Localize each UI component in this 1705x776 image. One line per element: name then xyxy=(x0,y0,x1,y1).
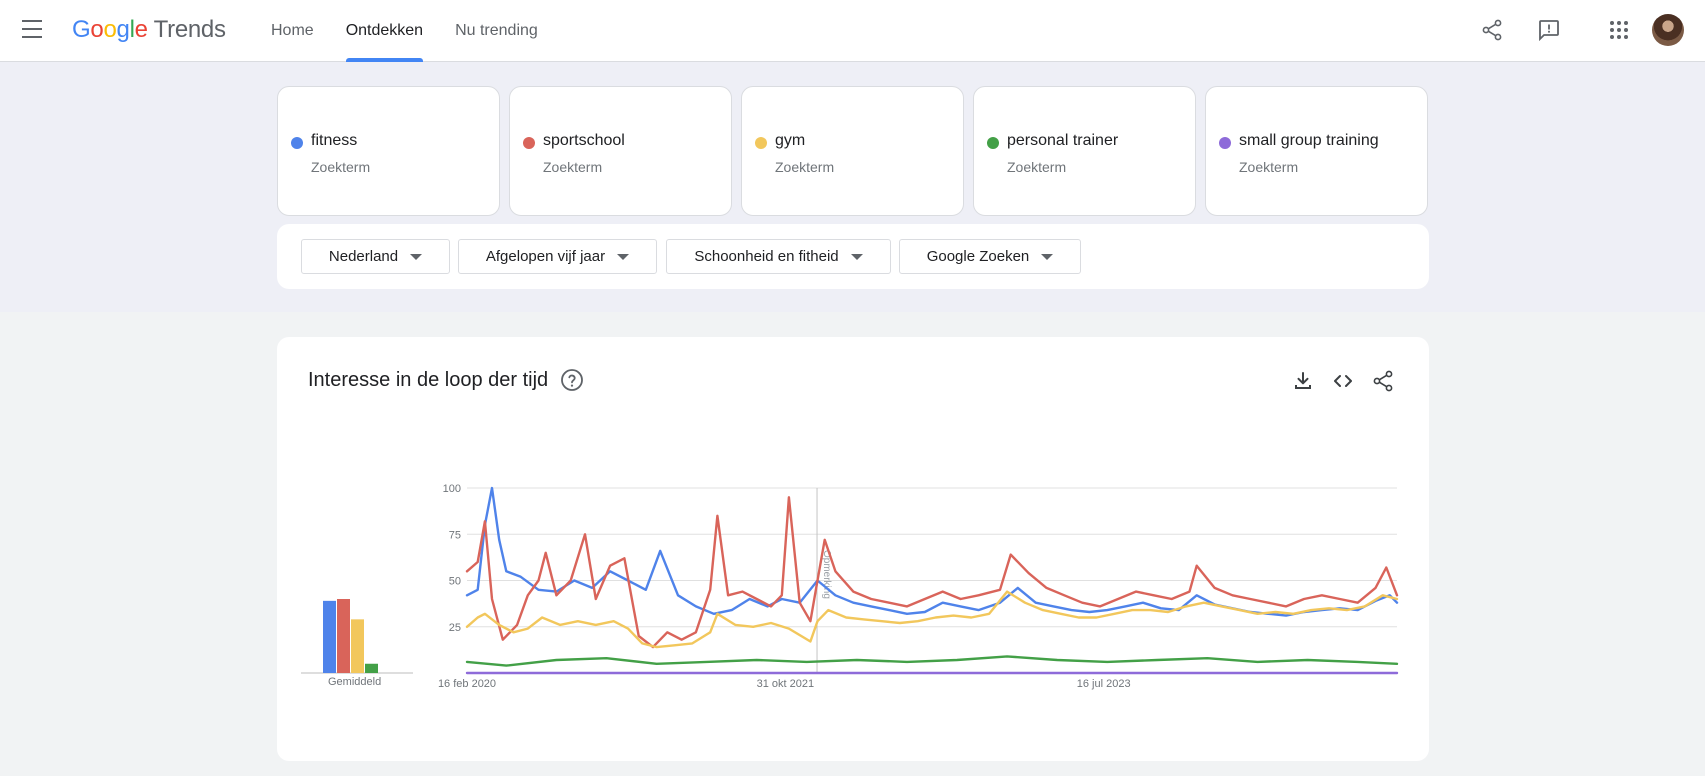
nav-nu-trending[interactable]: Nu trending xyxy=(455,22,538,39)
apps-grid-icon[interactable] xyxy=(1607,18,1631,42)
term-type: Zoekterm xyxy=(775,159,835,175)
main-nav: Home Ontdekken Nu trending xyxy=(255,0,554,62)
top-app-bar: Google Trends Home Ontdekken Nu trending xyxy=(0,0,1705,62)
account-avatar[interactable] xyxy=(1652,14,1684,46)
nav-ontdekken[interactable]: Ontdekken xyxy=(330,0,439,62)
search-type-filter[interactable]: Google Zoeken xyxy=(899,239,1081,274)
category-filter-label: Schoonheid en fitheid xyxy=(694,248,839,265)
term-color-dot xyxy=(987,137,999,149)
term-color-dot xyxy=(291,137,303,149)
dropdown-caret-icon xyxy=(410,253,423,260)
nav-home[interactable]: Home xyxy=(271,22,314,39)
help-icon[interactable] xyxy=(560,368,584,392)
filter-bar: Nederland Afgelopen vijf jaar Schoonheid… xyxy=(277,224,1429,289)
term-card-sportschool[interactable]: sportschool Zoekterm xyxy=(509,86,732,216)
chart-title: Interesse in de loop der tijd xyxy=(308,369,549,391)
dropdown-caret-icon xyxy=(617,253,630,260)
google-trends-logo[interactable]: Google Trends xyxy=(72,16,226,43)
term-type: Zoekterm xyxy=(1007,159,1067,175)
average-label: Gemiddeld xyxy=(328,676,382,688)
term-name: fitness xyxy=(311,132,358,149)
embed-code-icon[interactable] xyxy=(1331,369,1355,393)
region-filter[interactable]: Nederland xyxy=(301,239,450,274)
term-type: Zoekterm xyxy=(543,159,603,175)
dropdown-caret-icon xyxy=(850,253,863,260)
term-color-dot xyxy=(1219,137,1231,149)
term-color-dot xyxy=(755,137,767,149)
share-icon[interactable] xyxy=(1480,18,1504,42)
time-range-filter-label: Afgelopen vijf jaar xyxy=(485,248,606,265)
category-filter[interactable]: Schoonheid en fitheid xyxy=(666,239,891,274)
term-card-personal-trainer[interactable]: personal trainer Zoekterm xyxy=(973,86,1196,216)
term-card-gym[interactable]: gym Zoekterm xyxy=(741,86,964,216)
term-color-dot xyxy=(523,137,535,149)
download-icon[interactable] xyxy=(1291,369,1315,393)
term-type: Zoekterm xyxy=(311,159,371,175)
term-name: small group training xyxy=(1239,132,1379,149)
search-type-filter-label: Google Zoeken xyxy=(926,248,1030,265)
time-range-filter[interactable]: Afgelopen vijf jaar xyxy=(458,239,657,274)
term-name: sportschool xyxy=(543,132,625,149)
feedback-icon[interactable] xyxy=(1537,18,1561,42)
main-menu-icon[interactable] xyxy=(22,20,44,40)
term-name: personal trainer xyxy=(1007,132,1119,149)
term-name: gym xyxy=(775,132,806,149)
share-chart-icon[interactable] xyxy=(1371,369,1395,393)
region-filter-label: Nederland xyxy=(328,248,399,265)
term-card-small-group-training[interactable]: small group training Zoekterm xyxy=(1205,86,1428,216)
interest-over-time-card: Interesse in de loop der tijd xyxy=(277,337,1429,761)
term-card-fitness[interactable]: fitness Zoekterm xyxy=(277,86,500,216)
term-type: Zoekterm xyxy=(1239,159,1299,175)
dropdown-caret-icon xyxy=(1041,253,1054,260)
